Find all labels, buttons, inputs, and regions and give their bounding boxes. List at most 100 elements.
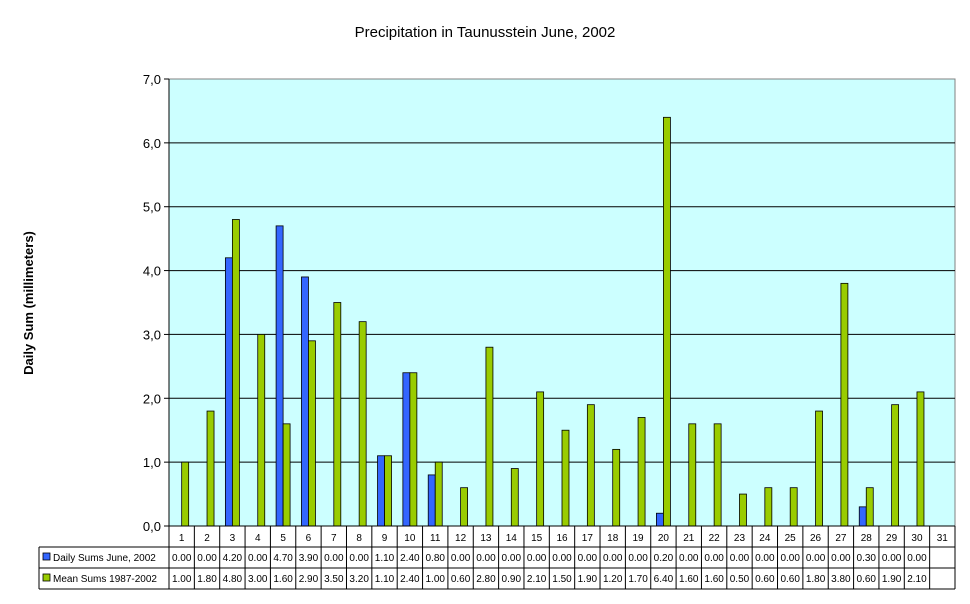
data-label: 0.00 — [780, 553, 800, 564]
data-label: 0.00 — [603, 553, 623, 564]
bar — [231, 219, 240, 527]
data-label: 2.10 — [907, 574, 927, 585]
bar — [181, 461, 190, 527]
data-label: 4.70 — [273, 553, 293, 564]
data-label: 1.00 — [425, 574, 445, 585]
y-tick-label: 6,0 — [143, 136, 161, 151]
bar — [815, 410, 823, 527]
bar — [865, 487, 874, 527]
x-tick-label: 26 — [810, 533, 822, 544]
data-label: 0.00 — [704, 553, 724, 564]
data-label: 0.80 — [425, 553, 445, 564]
bar — [257, 334, 266, 527]
bars — [181, 116, 925, 527]
x-tick-label: 19 — [633, 533, 645, 544]
data-label: 1.60 — [704, 574, 724, 585]
x-tick-label: 2 — [204, 533, 210, 544]
x-tick-label: 14 — [506, 533, 518, 544]
bar — [663, 116, 671, 527]
data-label: 1.60 — [273, 574, 293, 585]
x-tick-label: 27 — [835, 533, 847, 544]
data-label: 0.00 — [679, 553, 699, 564]
data-label: 1.20 — [603, 574, 623, 585]
data-label: 2.40 — [400, 574, 420, 585]
bar — [282, 423, 291, 527]
x-tick-label: 12 — [455, 533, 467, 544]
data-label: 0.00 — [831, 553, 851, 564]
y-tick-label: 4,0 — [143, 264, 161, 279]
y-tick-label: 7,0 — [143, 72, 161, 87]
data-label: 3.50 — [324, 574, 344, 585]
data-label: 0.00 — [552, 553, 572, 564]
bar — [434, 461, 443, 527]
x-tick-label: 1 — [179, 533, 185, 544]
y-tick-label: 0,0 — [143, 519, 161, 534]
bar — [206, 410, 215, 527]
bar — [427, 474, 436, 527]
data-label: 2.90 — [299, 574, 319, 585]
x-tick-label: 17 — [582, 533, 594, 544]
bar — [858, 506, 867, 527]
data-label: 2.10 — [527, 574, 547, 585]
data-label: 0.00 — [349, 553, 369, 564]
chart-title: Precipitation in Taunusstein June, 2002 — [355, 24, 616, 41]
x-tick-label: 13 — [480, 533, 492, 544]
bar — [224, 257, 233, 527]
data-label: 3.20 — [349, 574, 369, 585]
bar — [612, 448, 621, 527]
data-label: 1.80 — [806, 574, 826, 585]
data-label: 0.00 — [806, 553, 826, 564]
gridlines — [169, 142, 955, 463]
x-tick-label: 31 — [937, 533, 949, 544]
x-tick-label: 4 — [255, 533, 261, 544]
x-tick-label: 25 — [785, 533, 797, 544]
y-axis-ticks: 0,0 1,0 2,0 3,0 4,0 5,0 6,0 7,0 — [143, 72, 170, 534]
x-tick-label: 23 — [734, 533, 746, 544]
legend-label: Mean Sums 1987-2002 — [53, 574, 157, 585]
x-tick-label: 20 — [658, 533, 670, 544]
data-label: 3.90 — [299, 553, 319, 564]
bar — [713, 423, 722, 527]
bar — [485, 346, 494, 527]
bar — [916, 391, 925, 527]
bar — [688, 423, 697, 527]
data-label: 0.00 — [502, 553, 522, 564]
data-label: 0.00 — [324, 553, 344, 564]
data-label: 2.80 — [476, 574, 496, 585]
data-label: 0.00 — [451, 553, 471, 564]
data-label: 0.00 — [172, 553, 192, 564]
x-tick-label: 11 — [430, 533, 441, 544]
data-label: 0.00 — [578, 553, 598, 564]
bar — [637, 417, 646, 527]
x-tick-label: 28 — [861, 533, 873, 544]
data-label: 1.90 — [882, 574, 902, 585]
data-label: 3.80 — [831, 574, 851, 585]
bar — [301, 276, 309, 527]
y-tick-label: 2,0 — [143, 391, 161, 406]
data-label: 0.00 — [197, 553, 217, 564]
data-label: 1.00 — [172, 574, 192, 585]
x-tick-label: 8 — [356, 533, 362, 544]
data-label: 6.40 — [654, 574, 674, 585]
x-tick-label: 30 — [911, 533, 923, 544]
data-label: 0.60 — [780, 574, 800, 585]
y-axis-label: Daily Sum (millimeters) — [21, 231, 36, 375]
bar — [561, 429, 570, 527]
x-tick-label: 16 — [556, 533, 568, 544]
data-label: 0.00 — [755, 553, 775, 564]
bar — [891, 404, 900, 527]
x-tick-label: 21 — [683, 533, 695, 544]
data-label: 4.80 — [223, 574, 243, 585]
bar — [764, 487, 773, 527]
bar — [384, 455, 392, 527]
legend-label: Daily Sums June, 2002 — [53, 553, 156, 564]
data-label: 4.20 — [223, 553, 243, 564]
data-label: 2.40 — [400, 553, 420, 564]
data-label: 0.00 — [476, 553, 496, 564]
x-tick-label: 22 — [709, 533, 721, 544]
legend-swatch — [42, 552, 51, 561]
bar — [460, 487, 468, 527]
data-label: 1.60 — [679, 574, 699, 585]
x-tick-label: 29 — [886, 533, 898, 544]
